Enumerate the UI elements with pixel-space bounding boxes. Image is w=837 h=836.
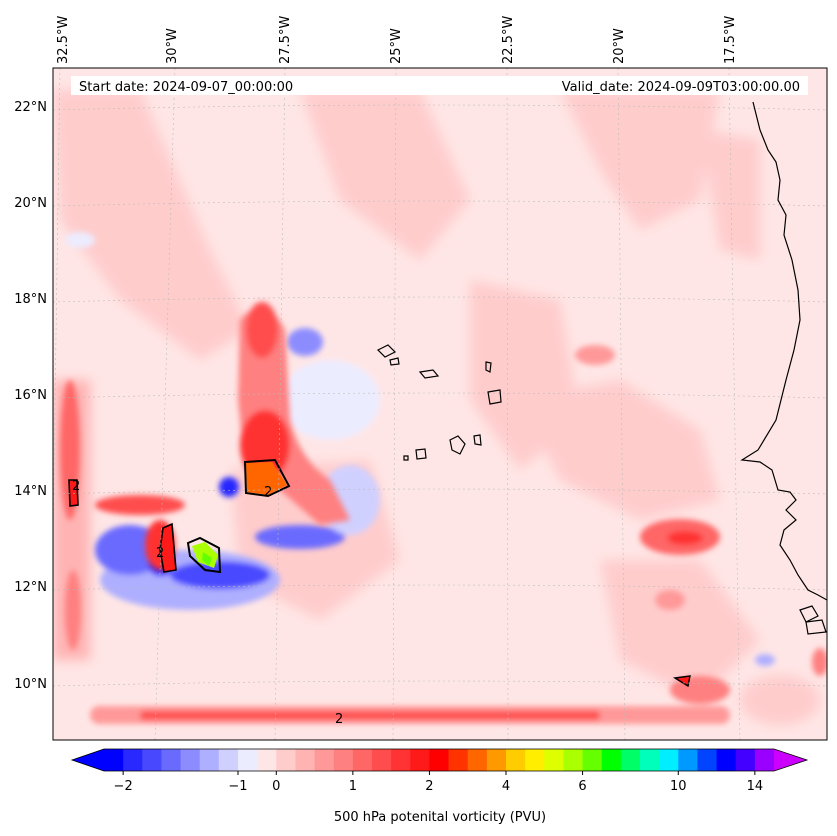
map-field: 2 2 2 2 (53, 68, 827, 740)
lat-label: 10°N (14, 677, 47, 692)
colorbar-cell (754, 749, 775, 771)
colorbar-cell (678, 749, 699, 771)
colorbar-cell (620, 749, 641, 771)
lat-label: 22°N (14, 100, 47, 115)
colorbar-cell (104, 749, 124, 771)
colorbar-cell (735, 749, 756, 771)
colorbar-tick-label: −2 (114, 779, 133, 794)
colorbar-cell (352, 749, 373, 771)
colorbar-cell (429, 749, 450, 771)
colorbar-cell (716, 749, 737, 771)
colorbar-cell (218, 749, 239, 771)
map-frame (52, 67, 828, 741)
colorbar-tick-label: 1 (349, 779, 357, 794)
colorbar-cell (123, 749, 143, 771)
lon-label: 32.5°W (56, 16, 71, 64)
latitude-labels: 22°N 20°N 18°N 16°N 14°N 12°N 10°N (14, 100, 47, 692)
colorbar-cell (640, 749, 660, 771)
colorbar-over-arrow (774, 749, 807, 771)
colorbar-cell (601, 749, 622, 771)
colorbar-cell (180, 749, 201, 771)
colorbar-cell (448, 749, 469, 771)
colorbar-cell (142, 749, 163, 771)
contour-label: 2 (335, 712, 343, 727)
colorbar-cell (199, 749, 220, 771)
colorbar-cell (563, 749, 584, 771)
contour-label: 2 (264, 485, 272, 500)
colorbar-cell (276, 749, 297, 771)
colorbar-cell (410, 749, 431, 771)
lat-label: 14°N (14, 484, 47, 499)
colorbar-outline (70, 748, 809, 772)
colorbar-ticks: −2 −1 0 1 2 4 6 10 14 (114, 771, 764, 794)
lon-label: 22.5°W (501, 16, 516, 64)
lon-label: 25°W (389, 28, 404, 64)
colorbar-cell (582, 749, 603, 771)
colorbar-cell (659, 749, 679, 771)
colorbar-cell (372, 749, 392, 771)
colorbar-cell (238, 749, 258, 771)
gridlines (53, 68, 827, 740)
lon-label: 17.5°W (723, 16, 738, 64)
colorbar-cell (391, 749, 411, 771)
lon-label: 20°W (612, 28, 627, 64)
colorbar-cell (486, 749, 507, 771)
colorbar-tick-label: 6 (578, 779, 586, 794)
valid-date-label: Valid_date: 2024-09-09T03:00:00.00 (562, 80, 800, 95)
info-box (71, 76, 808, 95)
colorbar-tick-label: −1 (228, 779, 247, 794)
lon-label: 30°W (165, 28, 180, 64)
colorbar-tick-label: 2 (425, 779, 433, 794)
high-pv-cores (68, 458, 691, 688)
colorbar-title: 500 hPa potenital vorticity (PVU) (334, 810, 546, 825)
africa-coastline (740, 101, 827, 601)
longitude-labels: 32.5°W 30°W 27.5°W 25°W 22.5°W 20°W 17.5… (56, 16, 738, 64)
colorbar-cell (161, 749, 182, 771)
lat-label: 18°N (14, 292, 47, 307)
lat-label: 20°N (14, 196, 47, 211)
colorbar-tick-label: 0 (272, 779, 280, 794)
colorbar-cell (295, 749, 316, 771)
colorbar: −2 −1 0 1 2 4 6 10 14 500 hPa potenital vorticit… (70, 748, 809, 825)
contour-label: 2 (72, 479, 80, 494)
cabo-verde-islands (376, 344, 827, 635)
colorbar-cell (257, 749, 277, 771)
colorbar-cell (467, 749, 488, 771)
lat-label: 12°N (14, 580, 47, 595)
colorbar-cell (697, 749, 718, 771)
colorbar-cell (506, 749, 526, 771)
colorbar-cell (544, 749, 565, 771)
colorbar-cell (314, 749, 335, 771)
colorbar-tick-label: 14 (747, 779, 764, 794)
colorbar-tick-label: 10 (670, 779, 687, 794)
colorbar-under-arrow (72, 749, 104, 771)
colorbar-cell (333, 749, 354, 771)
start-date-label: Start date: 2024-09-07_00:00:00 (79, 80, 293, 95)
contour-label: 2 (156, 546, 164, 561)
lon-label: 27.5°W (278, 16, 293, 64)
colorbar-tick-label: 4 (502, 779, 510, 794)
negative-pv-patches (65, 232, 775, 666)
colorbar-cell (525, 749, 545, 771)
colorbar-cells (104, 749, 775, 771)
lat-label: 16°N (14, 388, 47, 403)
